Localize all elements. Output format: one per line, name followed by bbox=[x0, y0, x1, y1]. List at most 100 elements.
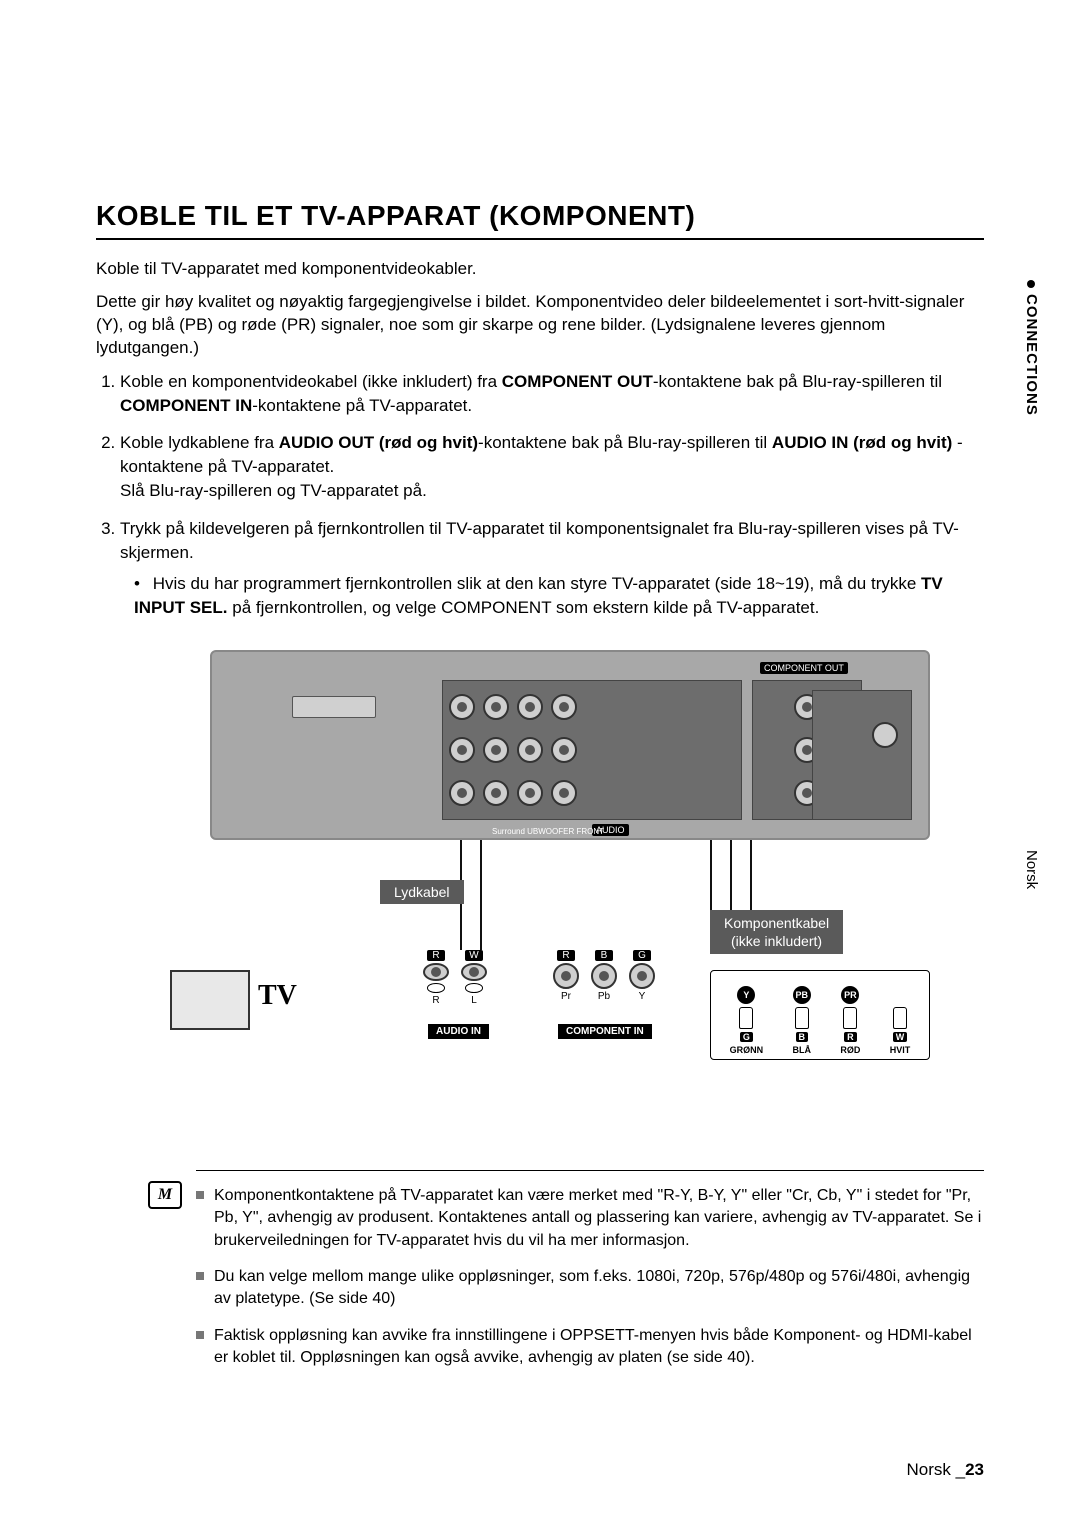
step2-d: AUDIO IN (rød og hvit) bbox=[772, 433, 952, 452]
rca-jack-icon bbox=[553, 963, 579, 989]
note-3: Faktisk oppløsning kan avvike fra innsti… bbox=[196, 1325, 984, 1370]
rca-port bbox=[551, 694, 577, 720]
digital-audio-block bbox=[812, 690, 912, 820]
rca-jack-icon bbox=[423, 963, 449, 981]
tag-w: W bbox=[893, 1032, 908, 1042]
tag-r: R bbox=[844, 1032, 857, 1042]
intro-line-2: Dette gir høy kvalitet og nøyaktig farge… bbox=[96, 291, 984, 360]
color-legend: Y G GRØNN PB B BLÅ PR R RØD W HVI bbox=[710, 970, 930, 1060]
footer-lang: Norsk _ bbox=[907, 1460, 966, 1479]
plug-small-icon bbox=[843, 1007, 857, 1029]
plug-y: G Y bbox=[626, 950, 658, 1006]
ring-label-l: L bbox=[471, 995, 477, 1006]
comp-cable-1: Komponentkabel bbox=[724, 915, 829, 931]
component-cable-line bbox=[750, 840, 752, 910]
bullet-icon bbox=[1027, 280, 1035, 288]
title-rule bbox=[96, 238, 984, 240]
tag-b: B bbox=[796, 1032, 809, 1042]
step-3: Trykk på kildevelgeren på fjernkontrolle… bbox=[120, 517, 984, 620]
step2-c: -kontaktene bak på Blu-ray-spilleren til bbox=[478, 433, 772, 452]
plug-tag-r: R bbox=[427, 950, 445, 961]
note-2: Du kan velge mellom mange ulike oppløsni… bbox=[196, 1266, 984, 1311]
audio-cable-label: Lydkabel bbox=[380, 880, 464, 904]
step1-e: -kontaktene på TV-apparatet. bbox=[252, 396, 472, 415]
player-back-panel: COMPONENT OUT AUDIO Surround UBWOOFER FR… bbox=[210, 650, 930, 840]
tv-icon bbox=[170, 970, 250, 1030]
step1-b: COMPONENT OUT bbox=[502, 372, 653, 391]
plug-pb: B Pb bbox=[588, 950, 620, 1006]
plug-tag-w: W bbox=[465, 950, 483, 961]
notes-list: Komponentkontaktene på TV-apparatet kan … bbox=[196, 1185, 984, 1370]
legend-white: W HVIT bbox=[890, 986, 911, 1055]
plug-small-icon bbox=[893, 1007, 907, 1029]
legend-rod: RØD bbox=[840, 1045, 860, 1055]
rca-port bbox=[551, 737, 577, 763]
side-tab-connections: CONNECTIONS bbox=[1023, 280, 1040, 416]
step-2: Koble lydkablene fra AUDIO OUT (rød og h… bbox=[120, 431, 984, 502]
ring-r bbox=[427, 983, 445, 993]
component-cable-label: Komponentkabel (ikke inkludert) bbox=[710, 910, 843, 954]
note-1: Komponentkontaktene på TV-apparatet kan … bbox=[196, 1185, 984, 1252]
rca-port bbox=[517, 737, 543, 763]
optical-port bbox=[872, 722, 898, 748]
footer-page-number: 23 bbox=[965, 1460, 984, 1479]
side-tab-1-text: CONNECTIONS bbox=[1023, 294, 1040, 416]
panel-surround-label: Surround UBWOOFER FRONT bbox=[492, 827, 604, 836]
audio-in-plugs: R R W L bbox=[420, 950, 490, 1006]
rca-port bbox=[449, 780, 475, 806]
component-cable-line bbox=[710, 840, 712, 910]
step1-d: COMPONENT IN bbox=[120, 396, 252, 415]
step3-sub-a: Hvis du har programmert fjernkontrollen … bbox=[153, 574, 921, 593]
pin-pb: Pb bbox=[598, 991, 610, 1002]
rca-port bbox=[449, 694, 475, 720]
plug-pr: R Pr bbox=[550, 950, 582, 1006]
side-tab-language: Norsk bbox=[1023, 850, 1040, 889]
rca-port bbox=[483, 694, 509, 720]
component-out-label: COMPONENT OUT bbox=[760, 662, 848, 674]
tag-g: G bbox=[740, 1032, 753, 1042]
ring-l bbox=[465, 983, 483, 993]
plug-white: W L bbox=[458, 950, 490, 1006]
legend-bla: BLÅ bbox=[793, 1045, 812, 1055]
rca-port bbox=[517, 780, 543, 806]
rca-jack-icon bbox=[629, 963, 655, 989]
pin-pr: Pr bbox=[561, 991, 571, 1002]
notes-section: M Komponentkontaktene på TV-apparatet ka… bbox=[196, 1170, 984, 1370]
page-footer: Norsk _23 bbox=[907, 1460, 985, 1480]
component-cable-line bbox=[730, 840, 732, 910]
step1-a: Koble en komponentvideokabel (ikke inklu… bbox=[120, 372, 502, 391]
connection-diagram: COMPONENT OUT AUDIO Surround UBWOOFER FR… bbox=[150, 650, 930, 1110]
step2-a: Koble lydkablene fra bbox=[120, 433, 279, 452]
component-in-label: COMPONENT IN bbox=[558, 1024, 652, 1039]
intro-line-1: Koble til TV-apparatet med komponentvide… bbox=[96, 258, 984, 281]
step1-c: -kontaktene bak på Blu-ray-spilleren til bbox=[653, 372, 942, 391]
step3-sub: Hvis du har programmert fjernkontrollen … bbox=[134, 572, 984, 620]
audio-in-label: AUDIO IN bbox=[428, 1024, 489, 1039]
plug-tag-g: G bbox=[633, 950, 651, 961]
plug-small-icon bbox=[739, 1007, 753, 1029]
plug-small-icon bbox=[795, 1007, 809, 1029]
tv-label: TV bbox=[258, 980, 297, 1012]
steps-list: Koble en komponentvideokabel (ikke inklu… bbox=[96, 370, 984, 620]
plug-tag-b: B bbox=[595, 950, 613, 961]
legend-hvit: HVIT bbox=[890, 1045, 911, 1055]
rca-jack-icon bbox=[591, 963, 617, 989]
comp-cable-2: (ikke inkludert) bbox=[731, 933, 822, 949]
rca-port bbox=[551, 780, 577, 806]
legend-red: PR R RØD bbox=[840, 986, 860, 1055]
rca-port bbox=[483, 737, 509, 763]
legend-gronn: GRØNN bbox=[730, 1045, 764, 1055]
dot-pb: PB bbox=[793, 986, 811, 1004]
step-1: Koble en komponentvideokabel (ikke inklu… bbox=[120, 370, 984, 418]
audio-out-block bbox=[442, 680, 742, 820]
step3-a: Trykk på kildevelgeren på fjernkontrolle… bbox=[120, 519, 959, 562]
step2-b: AUDIO OUT (rød og hvit) bbox=[279, 433, 478, 452]
legend-green: Y G GRØNN bbox=[730, 986, 764, 1055]
legend-blue: PB B BLÅ bbox=[793, 986, 812, 1055]
rca-port bbox=[483, 780, 509, 806]
disc-tray-icon bbox=[292, 696, 376, 718]
rca-port bbox=[449, 737, 475, 763]
note-icon: M bbox=[148, 1181, 182, 1209]
dot-pr: PR bbox=[841, 986, 859, 1004]
component-in-plugs: R Pr B Pb G Y bbox=[550, 950, 658, 1006]
